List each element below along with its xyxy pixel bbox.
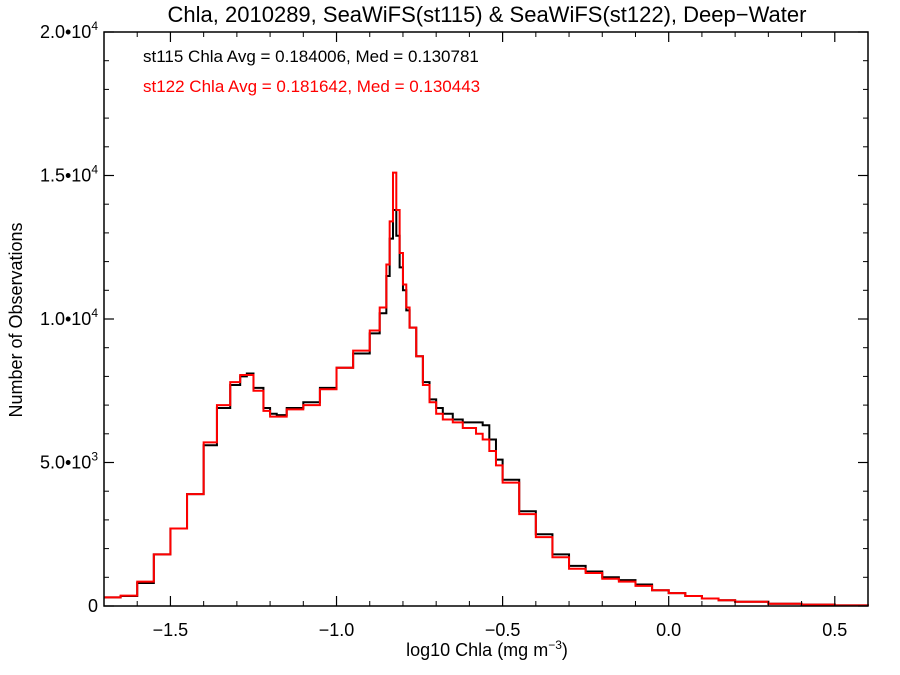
plot-frame: [103, 31, 869, 607]
series-line-st122: [104, 171, 869, 607]
x-tick-label: −0.5: [485, 620, 521, 640]
annotation-2: st122 Chla Avg = 0.181642, Med = 0.13044…: [143, 77, 480, 96]
chart-title: Chla, 2010289, SeaWiFS(st115) & SeaWiFS(…: [168, 2, 807, 27]
x-axis-label-main: log10 Chla (mg m: [406, 640, 548, 660]
x-axis-label-sup: −3: [548, 638, 562, 652]
y-tick-label: 1.0•104: [40, 306, 98, 329]
x-tick-label: −1.5: [153, 620, 189, 640]
series-layer: [104, 171, 869, 607]
annotations: st115 Chla Avg = 0.184006, Med = 0.13078…: [143, 47, 480, 96]
y-tick-label: 1.5•104: [40, 163, 98, 186]
y-axis-label: Number of Observations: [6, 222, 26, 417]
x-tick-label: 0.0: [656, 620, 681, 640]
series-line-st115: [104, 208, 869, 607]
x-axis-label-end: ): [562, 640, 568, 660]
x-axis-label: log10 Chla (mg m−3): [406, 638, 568, 660]
x-tick-label: −1.0: [319, 620, 355, 640]
annotation-1: st115 Chla Avg = 0.184006, Med = 0.13078…: [143, 47, 479, 66]
x-tick-label: 0.5: [822, 620, 847, 640]
y-axis-label-group: Number of Observations: [6, 222, 26, 417]
y-tick-label: 5.0•103: [40, 450, 98, 473]
ticks-layer: −1.5 −1.0 −0.5 0.0 0.5 0 5.0•103 1.0•104 1.5•104…: [40, 19, 869, 640]
y-tick-label: 0: [88, 596, 98, 616]
y-tick-label: 2.0•104: [40, 19, 98, 42]
